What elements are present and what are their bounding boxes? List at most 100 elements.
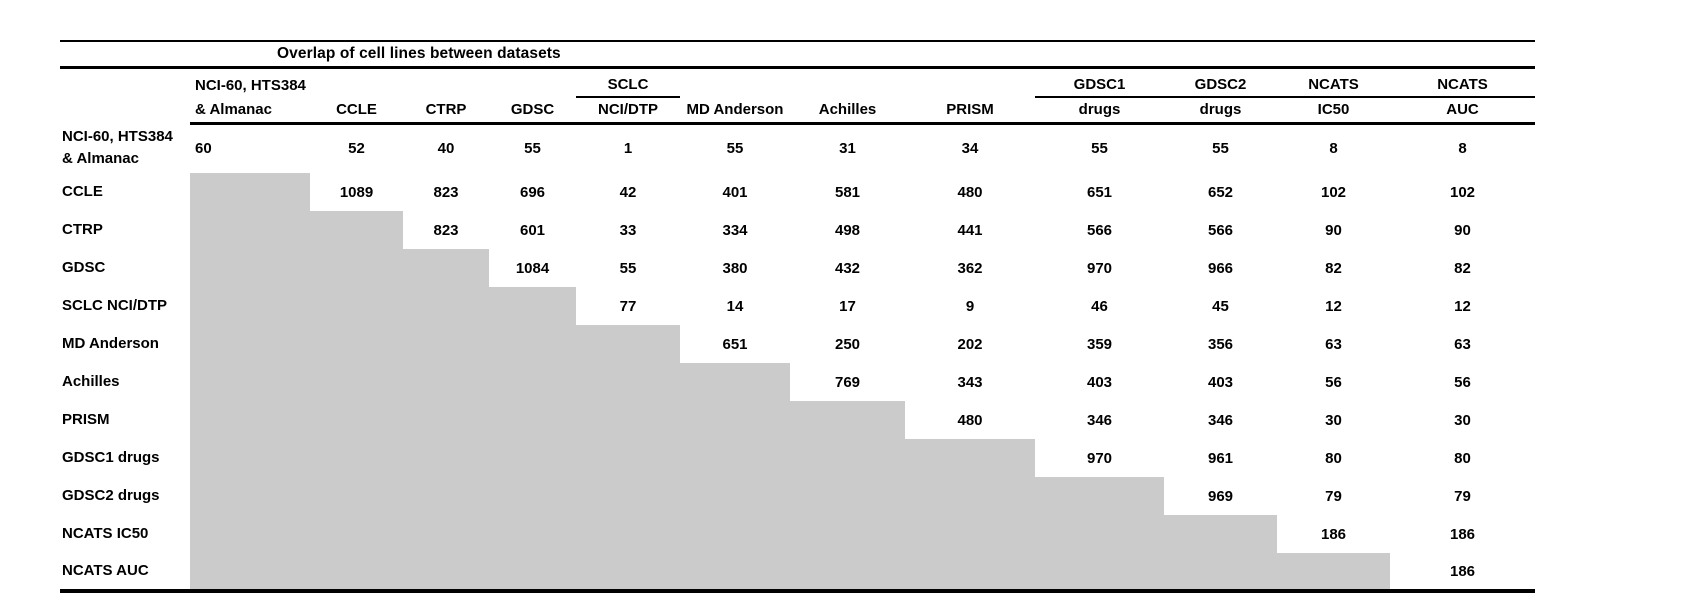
overlap-figure: Overlap of cell lines between datasets N…: [60, 40, 1535, 593]
shaded-cell: [1164, 553, 1277, 591]
shaded-cell: [310, 249, 403, 287]
column-header: NCI/DTP: [576, 97, 680, 125]
shaded-cell: [1164, 515, 1277, 553]
shaded-cell: [310, 325, 403, 363]
shaded-cell: [310, 553, 403, 591]
shaded-cell: [790, 515, 905, 553]
overlap-table: NCI-60, HTS384 SCLC GDSC1 GDSC2 NCATS NCATS & …: [60, 69, 1535, 593]
row-label: CCLE: [62, 182, 103, 200]
shaded-cell: [576, 515, 680, 553]
column-header-top: GDSC2: [1164, 69, 1277, 98]
column-header: CTRP: [403, 97, 489, 125]
column-header: IC50: [1277, 97, 1390, 125]
shaded-cell: [905, 439, 1035, 477]
row-label: GDSC1 drugs: [62, 448, 160, 466]
shaded-cell: [680, 401, 790, 439]
overlap-value-cell: 79: [1325, 487, 1342, 505]
table-row: MD Anderson 651 250 202 359 356 63 63: [60, 325, 1535, 363]
overlap-value-cell: 90: [1454, 221, 1471, 239]
shaded-cell: [576, 553, 680, 591]
corner-cell: [60, 97, 190, 123]
table-row: NCATS AUC 186: [60, 553, 1535, 591]
overlap-value-cell: 186: [1320, 525, 1347, 543]
column-header: & Almanac: [190, 97, 310, 125]
overlap-value-cell: 346: [1207, 411, 1234, 429]
overlap-value-cell: 356: [1207, 335, 1234, 353]
shaded-cell: [576, 401, 680, 439]
overlap-value-cell: 966: [1207, 259, 1234, 277]
shaded-cell: [489, 287, 576, 325]
shaded-cell: [403, 515, 489, 553]
shaded-cell: [1035, 477, 1164, 515]
column-header-top: [905, 69, 1035, 97]
overlap-value-cell: 498: [834, 221, 861, 239]
shaded-cell: [680, 515, 790, 553]
shaded-cell: [1035, 553, 1164, 591]
overlap-value-cell: 403: [1086, 373, 1113, 391]
overlap-value-cell: 17: [839, 297, 856, 315]
shaded-cell: [190, 515, 310, 553]
shaded-cell: [576, 325, 680, 363]
overlap-value-cell: 12: [1325, 297, 1342, 315]
overlap-value-cell: 202: [957, 335, 983, 353]
overlap-value-cell: 82: [1325, 259, 1342, 277]
overlap-value-cell: 45: [1212, 297, 1229, 315]
shaded-cell: [310, 211, 403, 249]
shaded-cell: [403, 325, 489, 363]
column-header: Achilles: [790, 97, 905, 125]
overlap-value-cell: 362: [957, 259, 983, 277]
overlap-value-cell: 401: [722, 183, 748, 201]
table-header: NCI-60, HTS384 SCLC GDSC1 GDSC2 NCATS NCATS & …: [60, 69, 1535, 125]
shaded-cell: [576, 439, 680, 477]
shaded-cell: [403, 363, 489, 401]
shaded-cell: [790, 477, 905, 515]
overlap-value-cell: 961: [1207, 449, 1234, 467]
overlap-value-cell: 601: [519, 221, 546, 239]
overlap-value-cell: 651: [1086, 183, 1113, 201]
row-label: SCLC NCI/DTP: [62, 296, 167, 314]
overlap-value-cell: 82: [1454, 259, 1471, 277]
overlap-value-cell: 651: [722, 335, 748, 353]
shaded-cell: [190, 401, 310, 439]
overlap-value-cell: 970: [1086, 449, 1113, 467]
table-row: PRISM 480 346 346 30 30: [60, 401, 1535, 439]
overlap-value-cell: 77: [619, 297, 637, 315]
shaded-cell: [790, 439, 905, 477]
shaded-cell: [489, 325, 576, 363]
shaded-cell: [790, 553, 905, 591]
overlap-value-cell: 55: [619, 259, 637, 277]
overlap-value-cell: 79: [1454, 487, 1471, 505]
shaded-cell: [310, 401, 403, 439]
row-label: GDSC: [62, 258, 106, 276]
shaded-cell: [1277, 553, 1390, 591]
shaded-cell: [190, 287, 310, 325]
table-row: NCI-60, HTS384 & Almanac 60 52 40 55 1 55 31 34 5…: [60, 123, 1535, 173]
shaded-cell: [905, 515, 1035, 553]
column-header: MD Anderson: [680, 97, 790, 125]
overlap-value-cell: 56: [1325, 373, 1342, 391]
shaded-cell: [190, 439, 310, 477]
table-row: GDSC2 drugs 969 79 79: [60, 477, 1535, 515]
overlap-value-cell: 432: [834, 259, 861, 277]
overlap-value-cell: 696: [519, 183, 546, 201]
overlap-value-cell: 250: [834, 335, 861, 353]
shaded-cell: [905, 553, 1035, 591]
shaded-cell: [403, 477, 489, 515]
shaded-cell: [310, 477, 403, 515]
overlap-value-cell: 480: [957, 183, 983, 201]
overlap-value-cell: 55: [1212, 140, 1229, 158]
column-header-top: NCATS: [1390, 69, 1535, 98]
shaded-cell: [680, 477, 790, 515]
column-header-top: [310, 69, 403, 97]
overlap-value-cell: 31: [839, 140, 856, 158]
overlap-value-cell: 823: [433, 221, 459, 239]
column-header: drugs: [1164, 97, 1277, 125]
table-row: GDSC 1084 55 380 432 362 970 966 82 82: [60, 249, 1535, 287]
overlap-value-cell: 969: [1207, 487, 1234, 505]
row-label: NCATS IC50: [62, 524, 149, 542]
overlap-value-cell: 30: [1325, 411, 1342, 429]
column-header-top: [403, 69, 489, 97]
overlap-value-cell: 1089: [339, 183, 374, 201]
overlap-value-cell: 63: [1454, 335, 1471, 353]
overlap-value-cell: 480: [957, 411, 983, 429]
